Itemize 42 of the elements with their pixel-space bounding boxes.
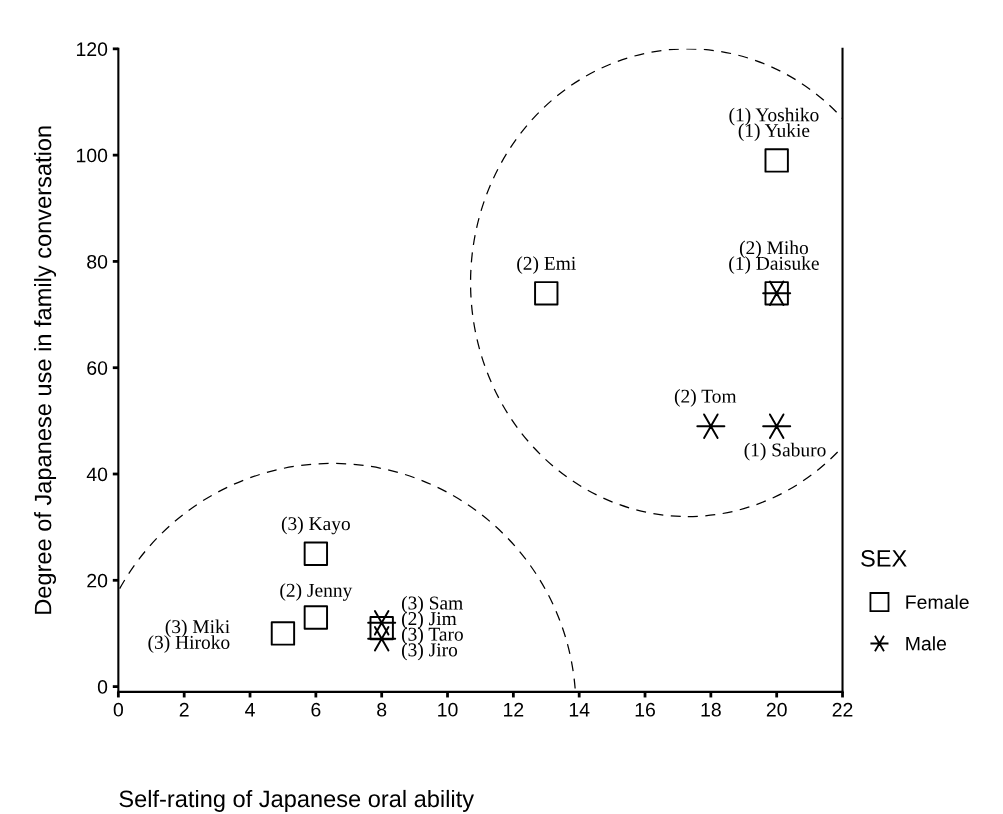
annotation: (3) Sam (2) Jim (3) Taro (3) Jiro	[401, 595, 463, 661]
annotation: (2) Tom	[674, 389, 737, 407]
annotation: (2) Jenny	[280, 583, 353, 601]
y-tick-label: 0	[97, 680, 108, 694]
x-tick-label: 4	[245, 703, 255, 717]
annotation: (1) Yoshiko (1) Yukie	[729, 107, 819, 141]
x-tick-label: 16	[635, 702, 655, 717]
point	[367, 610, 397, 636]
x-tick-label: 12	[504, 702, 524, 717]
x-tick-label: 10	[438, 702, 458, 717]
x-tick-label: 20	[766, 702, 787, 717]
x-tick-label: 22	[832, 702, 853, 717]
y-tick-label: 40	[86, 467, 108, 482]
legend-title: SEX	[861, 550, 907, 567]
y-axis-title: Degree of Japanese use in family conversation	[34, 126, 57, 614]
annotation: (2) Emi	[517, 256, 576, 274]
point	[303, 605, 329, 630]
annotation: (3) Miki (3) Hiroko	[148, 619, 230, 653]
x-tick-label: 2	[179, 702, 189, 717]
point	[534, 281, 559, 306]
annotation: (3) Kayo	[281, 516, 350, 535]
y-tick-label: 20	[87, 573, 108, 588]
point	[764, 148, 789, 173]
legend-label: Male	[906, 636, 947, 651]
x-tick-label: 6	[311, 702, 321, 717]
y-tick-label: 80	[87, 254, 108, 269]
point	[270, 621, 296, 646]
x-tick-label: 0	[113, 702, 123, 717]
point	[696, 413, 726, 439]
y-tick-label: 60	[87, 361, 108, 375]
point	[367, 626, 397, 652]
legend-label: Female	[906, 594, 969, 610]
annotation: (1) Saburo	[744, 442, 826, 461]
y-tick-label: 100	[76, 148, 108, 163]
point	[303, 541, 329, 566]
y-tick-label: 120	[76, 42, 108, 57]
x-axis-title: Self-rating of Japanese oral ability	[119, 789, 474, 812]
point	[762, 413, 792, 439]
x-tick-label: 14	[569, 703, 590, 717]
x-tick-label: 8	[377, 702, 387, 717]
annotation: (2) Miho (1) Daisuke	[729, 240, 819, 274]
x-tick-label: 18	[701, 702, 721, 717]
